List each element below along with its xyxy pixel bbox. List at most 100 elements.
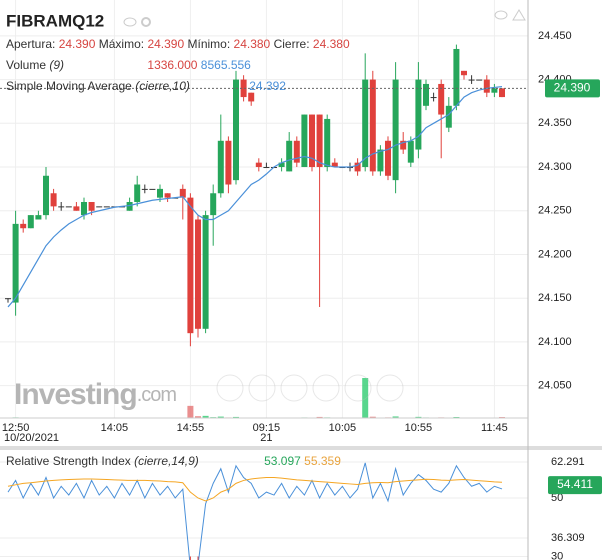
candle-body: [316, 114, 323, 168]
eye-icon[interactable]: [123, 17, 137, 27]
candle-body: [96, 206, 103, 208]
candle-body: [149, 188, 156, 190]
candle-body: [27, 215, 34, 229]
up-icon[interactable]: [512, 9, 526, 21]
y-tick-label: 24.450: [538, 30, 572, 42]
candle-body: [377, 149, 384, 172]
candle-body: [461, 70, 467, 76]
candle-body: [233, 79, 239, 181]
candle-body: [217, 140, 224, 194]
watermark-suffix: .com: [137, 384, 177, 406]
candle-body: [423, 83, 429, 106]
legend-label: Apertura:: [6, 37, 55, 51]
x-tick-label: 10:05: [329, 422, 357, 434]
legend-label: Mínimo:: [187, 37, 230, 51]
nav-button[interactable]: [344, 374, 372, 402]
candle-body: [263, 167, 270, 169]
nav-controls[interactable]: [216, 374, 404, 402]
y-tick-label: 24.350: [538, 117, 572, 129]
nav-button[interactable]: [312, 374, 340, 402]
watermark-text: Investing.com: [14, 378, 176, 411]
candle-body: [453, 48, 460, 106]
candle-body: [126, 202, 133, 211]
header-icons[interactable]: [123, 9, 526, 27]
candle-body: [415, 79, 422, 150]
candle-body: [50, 193, 57, 207]
candle-body: [65, 206, 72, 208]
x-tick-label: 14:05: [101, 422, 129, 434]
volume-bar: [369, 416, 376, 418]
candle-body: [210, 193, 217, 216]
candle-body: [187, 197, 194, 334]
candle-body: [369, 79, 376, 172]
x-tick-label: 09:15: [253, 422, 281, 434]
ohlc-legend: Apertura: 24.390 Máximo: 24.390 Mínimo: …: [6, 37, 350, 51]
legend-label: Cierre:: [274, 37, 310, 51]
watermark-brand: Investing: [14, 378, 137, 411]
rsi-lines: [7, 462, 503, 560]
candle-body: [141, 188, 148, 190]
x-tick-label: 12:50: [2, 422, 30, 434]
y-tick-label: 24.150: [538, 292, 572, 304]
candle-body: [81, 202, 87, 216]
legend-value: 53.097: [264, 454, 301, 468]
candle-body: [179, 188, 186, 198]
volume-bar: [217, 416, 224, 418]
legend-value: 55.359: [304, 454, 341, 468]
candle-body: [483, 79, 490, 93]
rsi-tick-label: 30: [551, 550, 563, 560]
legend-value: 24.392: [249, 79, 286, 93]
candle-body: [195, 219, 201, 329]
x-date-label: 10/20/2021: [4, 432, 59, 444]
legend-label: Máximo:: [99, 37, 144, 51]
candle-body: [73, 206, 80, 211]
candle-body: [5, 298, 11, 300]
candle-body: [12, 223, 19, 303]
volume-bar: [392, 416, 399, 418]
volume-bar: [362, 378, 369, 418]
volume-bar: [415, 416, 422, 418]
candle-body: [491, 88, 498, 93]
rsi-series-line: [7, 462, 503, 560]
rsi-tick-label: 62.291: [551, 456, 585, 468]
y-tick-label: 24.300: [538, 161, 572, 173]
volume-bar: [233, 416, 239, 418]
nav-button[interactable]: [216, 374, 244, 402]
settings-icon[interactable]: [141, 17, 151, 27]
volume-bar: [195, 416, 201, 418]
y-tick-label: 24.250: [538, 205, 572, 217]
candle-body: [202, 215, 209, 329]
candle-body: [225, 140, 232, 185]
candle-body: [331, 162, 338, 168]
candle-body: [88, 202, 95, 211]
candle-body: [407, 140, 414, 163]
candle-body: [468, 79, 475, 81]
y-tick-label: 24.200: [538, 248, 572, 260]
rsi-badge-label: 54.411: [557, 477, 593, 491]
candle-body: [286, 140, 293, 172]
legend-value: 24.380: [234, 37, 271, 51]
volume-legend: Volume (9) 1336.000 8565.556: [6, 58, 251, 72]
x-date-label: 21: [260, 432, 272, 444]
nav-button[interactable]: [376, 374, 404, 402]
legend-params: (cierre,10): [135, 79, 190, 93]
candle-body: [309, 114, 315, 168]
candle-body: [255, 162, 262, 168]
nav-button[interactable]: [280, 374, 308, 402]
grid: [0, 0, 528, 557]
candle-body: [499, 88, 505, 98]
candle-body: [278, 162, 285, 168]
rsi-tick-label: 36.309: [551, 532, 585, 544]
eye-icon[interactable]: [494, 10, 508, 20]
candle-body: [385, 140, 391, 176]
candle-body: [392, 79, 399, 181]
candle-body: [293, 140, 300, 163]
candle-body: [157, 188, 163, 198]
nav-button[interactable]: [248, 374, 276, 402]
price-badge-label: 24.390: [554, 80, 591, 94]
legend-label: Volume: [6, 58, 46, 72]
legend-value: 1336.000: [147, 58, 197, 72]
volume-bar: [187, 405, 194, 418]
candle-body: [445, 105, 452, 128]
